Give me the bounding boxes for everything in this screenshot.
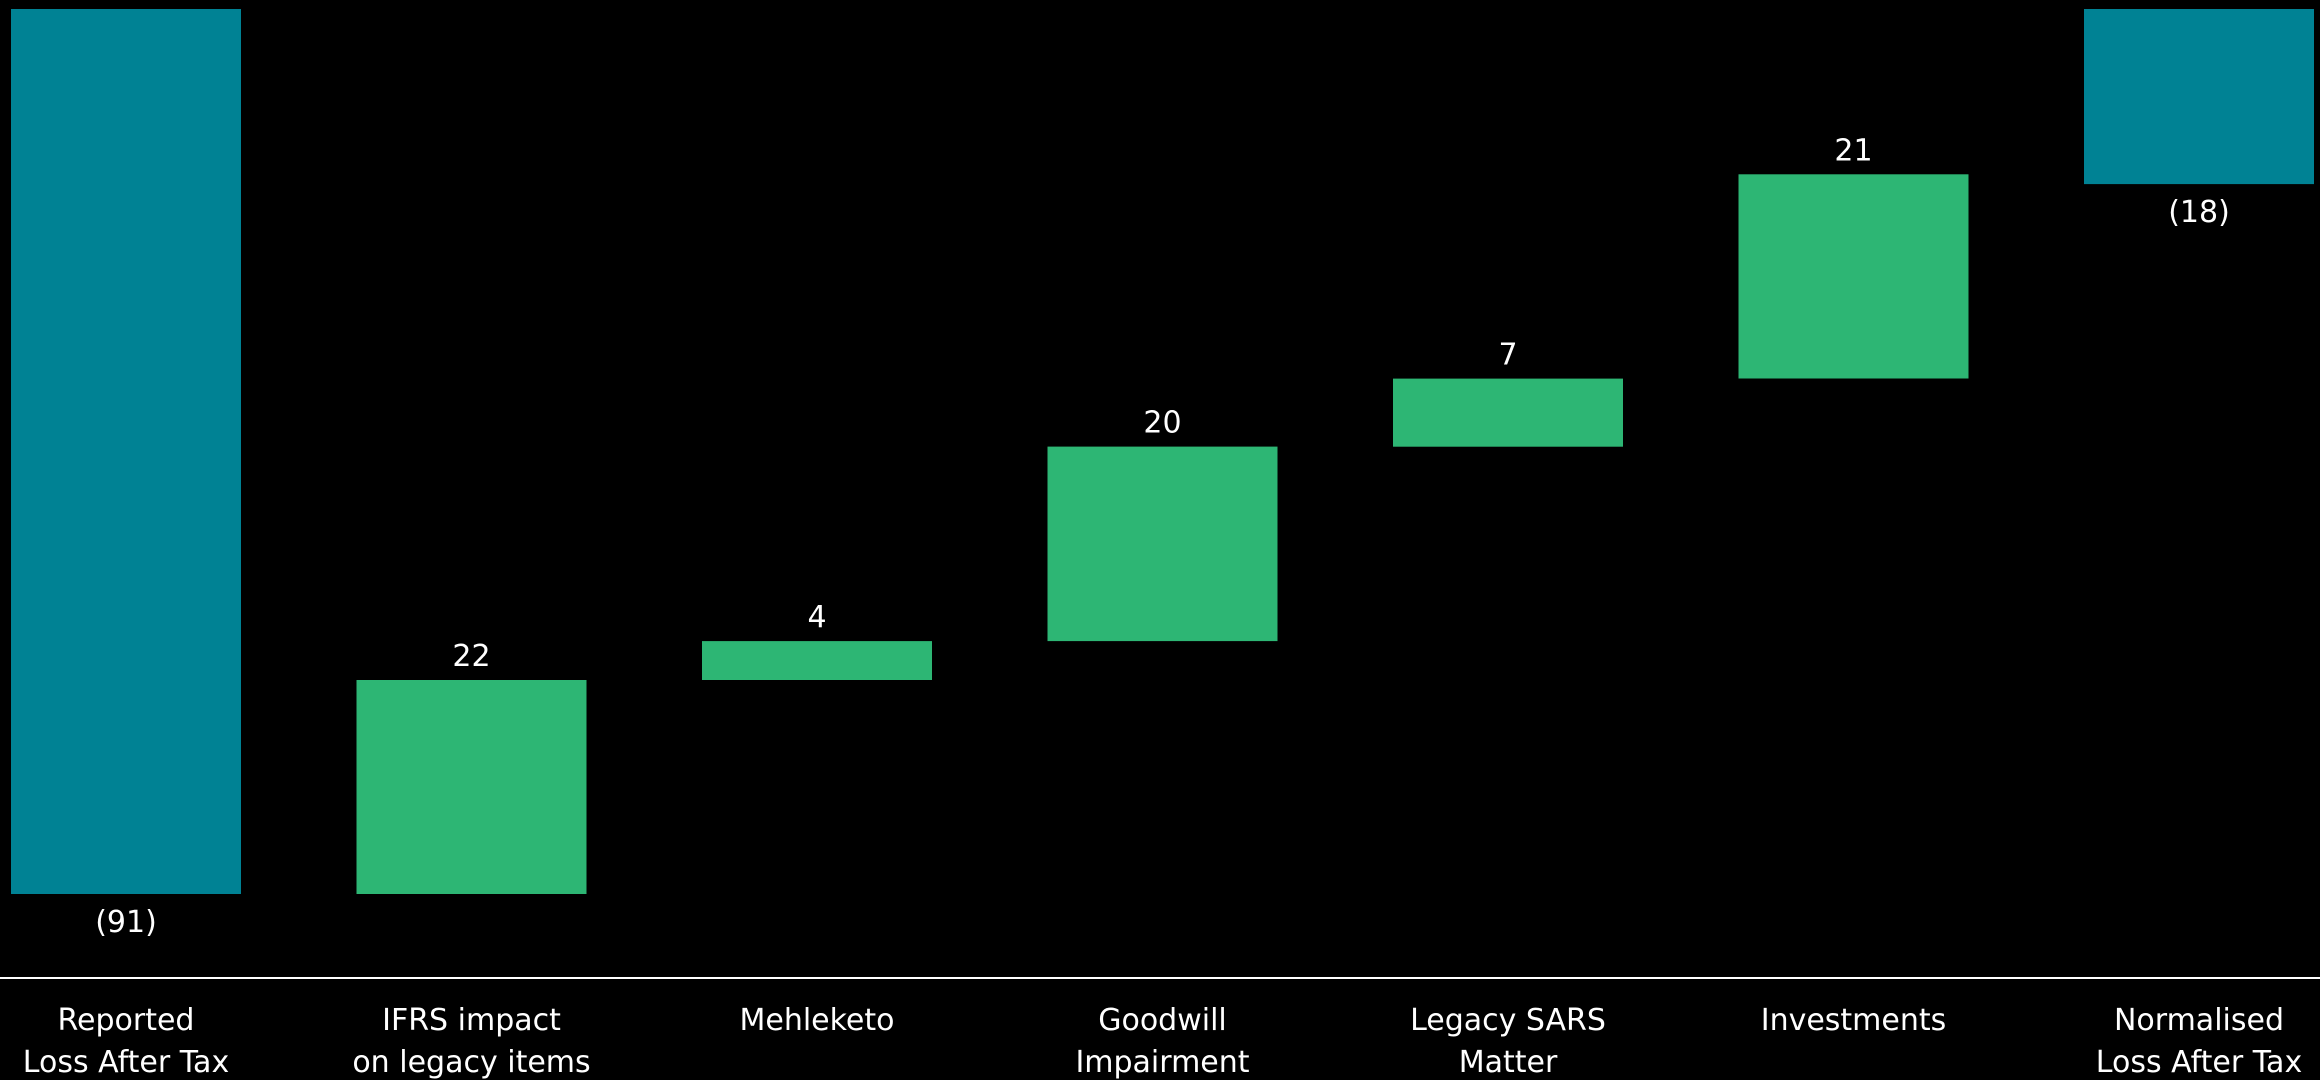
bar-6 [2084, 9, 2314, 185]
bar-3 [1047, 446, 1278, 642]
category-label-1-line-1: on legacy items [352, 1045, 590, 1080]
data-label-5: 21 [1834, 133, 1872, 168]
category-label-0-line-1: Loss After Tax [23, 1045, 229, 1080]
category-label-4-line-0: Legacy SARS [1410, 1003, 1606, 1038]
category-label-1: IFRS impact on legacy items [352, 1003, 590, 1080]
bar-4 [1393, 378, 1623, 447]
data-label-0: (91) [95, 905, 157, 940]
category-label-3: Goodwill Impairment [1075, 1003, 1249, 1080]
data-label-2: 4 [807, 600, 826, 635]
category-label-3-line-1: Impairment [1075, 1045, 1249, 1080]
data-label-6: (18) [2168, 195, 2230, 230]
category-label-3-line-0: Goodwill [1098, 1003, 1227, 1038]
category-label-1-line-0: IFRS impact [382, 1003, 561, 1038]
bar-5 [1738, 174, 1969, 379]
category-label-4-line-1: Matter [1459, 1045, 1558, 1080]
category-label-6-line-1: Loss After Tax [2096, 1045, 2302, 1080]
bars-group [11, 9, 2314, 894]
category-label-0: Reported Loss After Tax [23, 1003, 229, 1080]
category-label-5-line-0: Investments [1761, 1003, 1947, 1038]
bar-0 [11, 9, 241, 894]
data-label-4: 7 [1498, 338, 1517, 373]
category-labels-group: Reported Loss After Tax IFRS impact on lega… [23, 1003, 2302, 1080]
category-label-0-line-0: Reported [58, 1003, 195, 1038]
data-label-1: 22 [452, 639, 490, 674]
bar-2 [702, 641, 932, 680]
category-label-6: Normalised Loss After Tax [2096, 1003, 2302, 1080]
category-label-2-line-0: Mehleketo [739, 1003, 894, 1038]
category-label-4: Legacy SARS Matter [1410, 1003, 1606, 1080]
category-label-5: Investments [1761, 1003, 1947, 1038]
bar-1 [356, 680, 587, 894]
data-label-3: 20 [1143, 406, 1181, 441]
category-label-6-line-0: Normalised [2114, 1003, 2284, 1038]
category-label-2: Mehleketo [739, 1003, 894, 1038]
value-labels-group: (91) 22 4 20 7 21 (18) [95, 133, 2230, 940]
